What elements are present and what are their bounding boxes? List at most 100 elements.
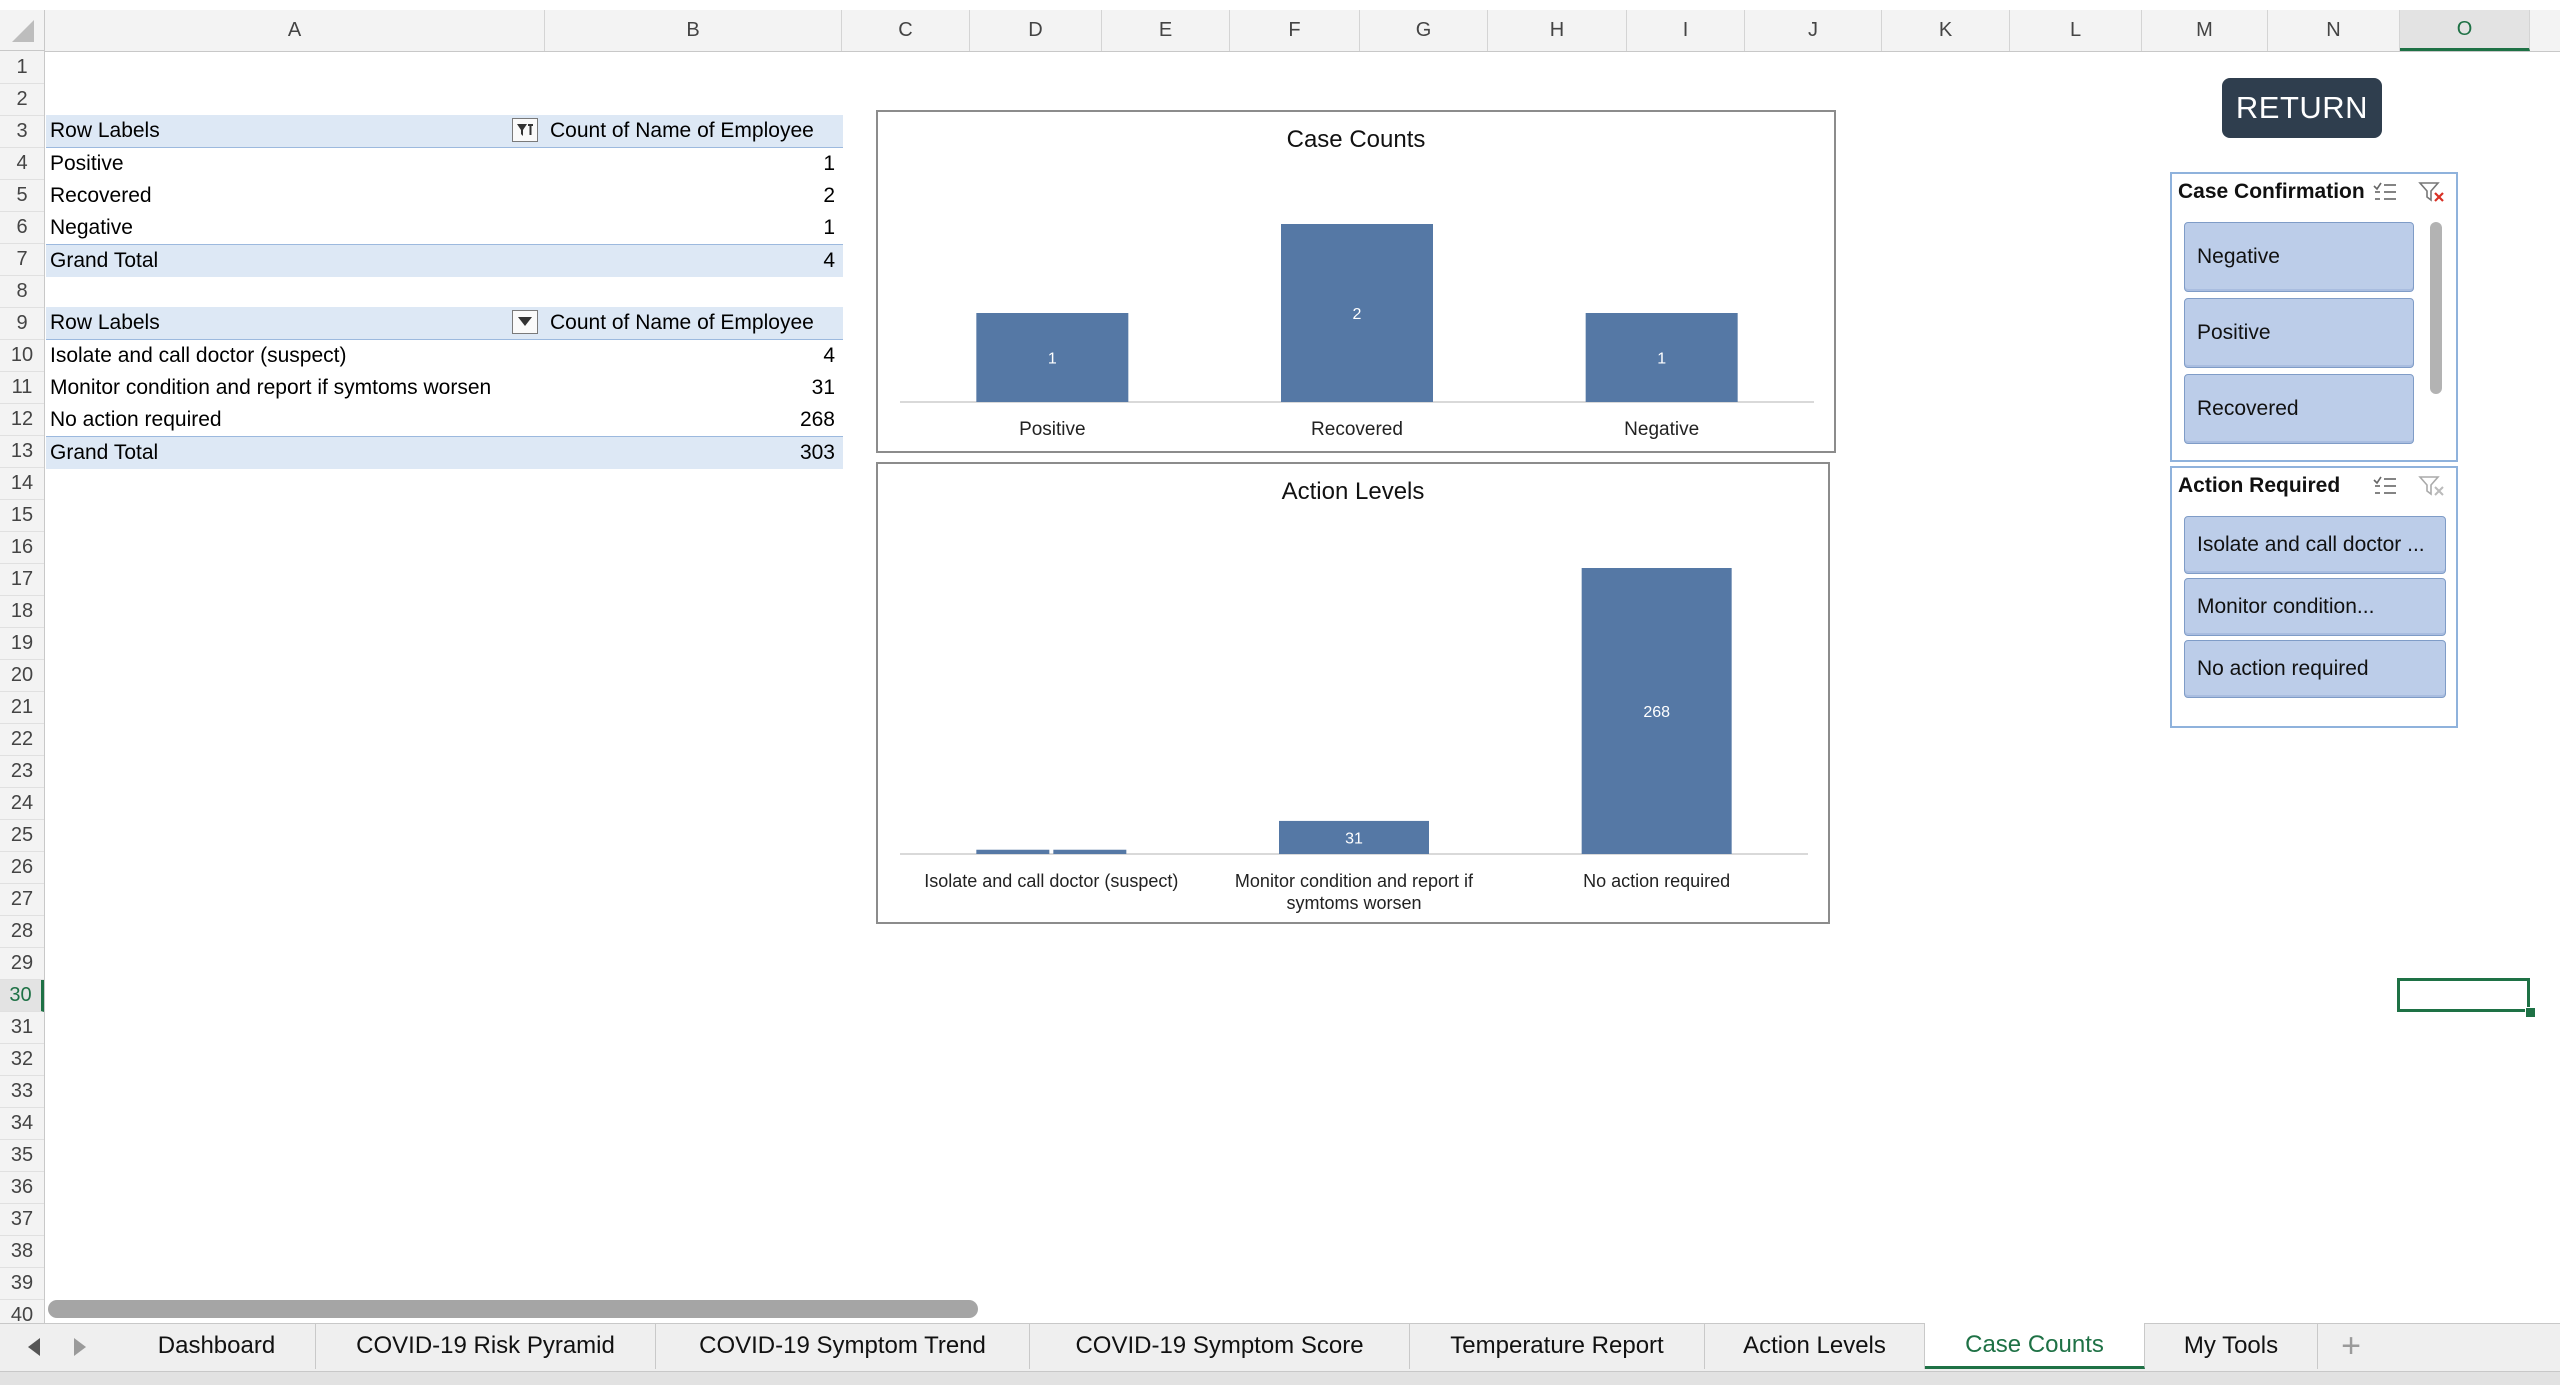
slicer-item-negative[interactable]: Negative — [2184, 222, 2414, 292]
row-header[interactable]: 28 — [0, 916, 44, 948]
sheet-tab[interactable]: Case Counts — [1925, 1323, 2145, 1369]
pivot2-total-value: 303 — [799, 441, 835, 464]
column-header[interactable]: E — [1102, 10, 1230, 51]
row-header[interactable]: 14 — [0, 468, 44, 500]
slicer-item-positive[interactable]: Positive — [2184, 298, 2414, 368]
chevron-left-icon[interactable] — [24, 1334, 44, 1360]
column-header[interactable]: I — [1627, 10, 1745, 51]
row-header[interactable]: 13 — [0, 436, 44, 468]
select-all-corner[interactable] — [0, 10, 45, 51]
row-header[interactable]: 26 — [0, 852, 44, 884]
column-header[interactable]: K — [1882, 10, 2010, 51]
row-header[interactable]: 6 — [0, 212, 44, 244]
pivot1-row: Recovered 2 — [46, 180, 843, 212]
pivot2-row-value: 31 — [811, 376, 835, 399]
row-header[interactable]: 37 — [0, 1204, 44, 1236]
row-header[interactable]: 32 — [0, 1044, 44, 1076]
row-header[interactable]: 20 — [0, 660, 44, 692]
pivot2-total-label: Grand Total — [50, 441, 159, 464]
selected-cell[interactable] — [2397, 978, 2530, 1012]
row-header[interactable]: 22 — [0, 724, 44, 756]
row-header[interactable]: 1 — [0, 52, 44, 84]
sheet-tab[interactable]: COVID-19 Symptom Trend — [656, 1323, 1030, 1369]
row-header[interactable]: 7 — [0, 244, 44, 276]
multi-select-icon[interactable] — [2372, 180, 2398, 204]
row-header[interactable]: 36 — [0, 1172, 44, 1204]
row-header[interactable]: 3 — [0, 116, 44, 148]
fill-handle[interactable] — [2525, 1007, 2536, 1018]
row-header[interactable]: 25 — [0, 820, 44, 852]
tick-label: Positive — [1019, 419, 1086, 440]
case-counts-chart[interactable]: Case Counts 1 Positive 2 Recovered 1 Negative — [876, 110, 1836, 453]
row-header[interactable]: 12 — [0, 404, 44, 436]
sheet-tab[interactable]: COVID-19 Symptom Score — [1030, 1323, 1410, 1369]
action-levels-chart[interactable]: Action Levels Isolate and call doctor (s… — [876, 462, 1830, 924]
slicer-item-no-action[interactable]: No action required — [2184, 640, 2446, 698]
chevron-right-icon[interactable] — [70, 1334, 90, 1360]
row-header[interactable]: 31 — [0, 1012, 44, 1044]
slicer-item-monitor[interactable]: Monitor condition... — [2184, 578, 2446, 636]
row-header[interactable]: 15 — [0, 500, 44, 532]
pivot2-row: No action required 268 — [46, 404, 843, 436]
row-header-bar — [0, 51, 45, 1323]
clear-filter-icon[interactable] — [2418, 180, 2446, 204]
row-header[interactable]: 11 — [0, 372, 44, 404]
column-header[interactable]: M — [2142, 10, 2268, 51]
pivot1-row-label: Recovered — [50, 184, 152, 207]
row-header[interactable]: 33 — [0, 1076, 44, 1108]
column-header[interactable]: B — [545, 10, 842, 51]
bar — [1281, 224, 1433, 402]
column-header[interactable]: J — [1745, 10, 1882, 51]
column-header[interactable]: D — [970, 10, 1102, 51]
row-header[interactable]: 19 — [0, 628, 44, 660]
column-header[interactable]: O — [2400, 10, 2530, 51]
horizontal-scrollbar[interactable] — [48, 1300, 978, 1318]
row-header[interactable]: 2 — [0, 84, 44, 116]
pivot2-filter-button[interactable] — [512, 310, 538, 334]
multi-select-icon[interactable] — [2372, 474, 2398, 498]
row-header[interactable]: 21 — [0, 692, 44, 724]
tick-label: Negative — [1624, 419, 1699, 440]
column-header[interactable]: G — [1360, 10, 1488, 51]
sheet-tab[interactable]: Action Levels — [1705, 1323, 1925, 1369]
column-header[interactable]: N — [2268, 10, 2400, 51]
row-header[interactable]: 30 — [0, 980, 44, 1012]
pivot1-filter-button[interactable] — [512, 118, 538, 142]
slicer-scrollbar[interactable] — [2430, 222, 2442, 394]
row-header[interactable]: 38 — [0, 1236, 44, 1268]
row-header[interactable]: 17 — [0, 564, 44, 596]
column-header[interactable]: L — [2010, 10, 2142, 51]
pivot2-row: Monitor condition and report if symtoms … — [46, 372, 843, 404]
pivot2-row-label: No action required — [50, 408, 222, 431]
sheet-tab[interactable]: Dashboard — [118, 1323, 316, 1369]
column-header[interactable]: H — [1488, 10, 1627, 51]
clear-filter-icon[interactable] — [2418, 474, 2446, 498]
row-header[interactable]: 10 — [0, 340, 44, 372]
row-header[interactable]: 8 — [0, 276, 44, 308]
row-header[interactable]: 16 — [0, 532, 44, 564]
row-header[interactable]: 23 — [0, 756, 44, 788]
sheet-tab[interactable]: Temperature Report — [1410, 1323, 1705, 1369]
row-header[interactable]: 35 — [0, 1140, 44, 1172]
row-header[interactable]: 5 — [0, 180, 44, 212]
slicer-item-isolate[interactable]: Isolate and call doctor ... — [2184, 516, 2446, 574]
row-header[interactable]: 29 — [0, 948, 44, 980]
filter-funnel-icon — [517, 124, 533, 136]
column-header[interactable]: F — [1230, 10, 1360, 51]
add-sheet-button[interactable]: + — [2341, 1326, 2361, 1365]
bar — [1053, 849, 1127, 854]
column-header[interactable]: A — [45, 10, 545, 51]
sheet-tab[interactable]: My Tools — [2145, 1323, 2318, 1369]
column-header[interactable]: C — [842, 10, 970, 51]
row-header[interactable]: 9 — [0, 308, 44, 340]
row-header[interactable]: 34 — [0, 1108, 44, 1140]
sheet-tab[interactable]: COVID-19 Risk Pyramid — [316, 1323, 656, 1369]
row-header[interactable]: 27 — [0, 884, 44, 916]
row-header[interactable]: 24 — [0, 788, 44, 820]
slicer-item-recovered[interactable]: Recovered — [2184, 374, 2414, 444]
row-header[interactable]: 39 — [0, 1268, 44, 1300]
bar — [1585, 313, 1738, 402]
row-header[interactable]: 4 — [0, 148, 44, 180]
return-button[interactable]: RETURN — [2222, 78, 2382, 138]
row-header[interactable]: 18 — [0, 596, 44, 628]
